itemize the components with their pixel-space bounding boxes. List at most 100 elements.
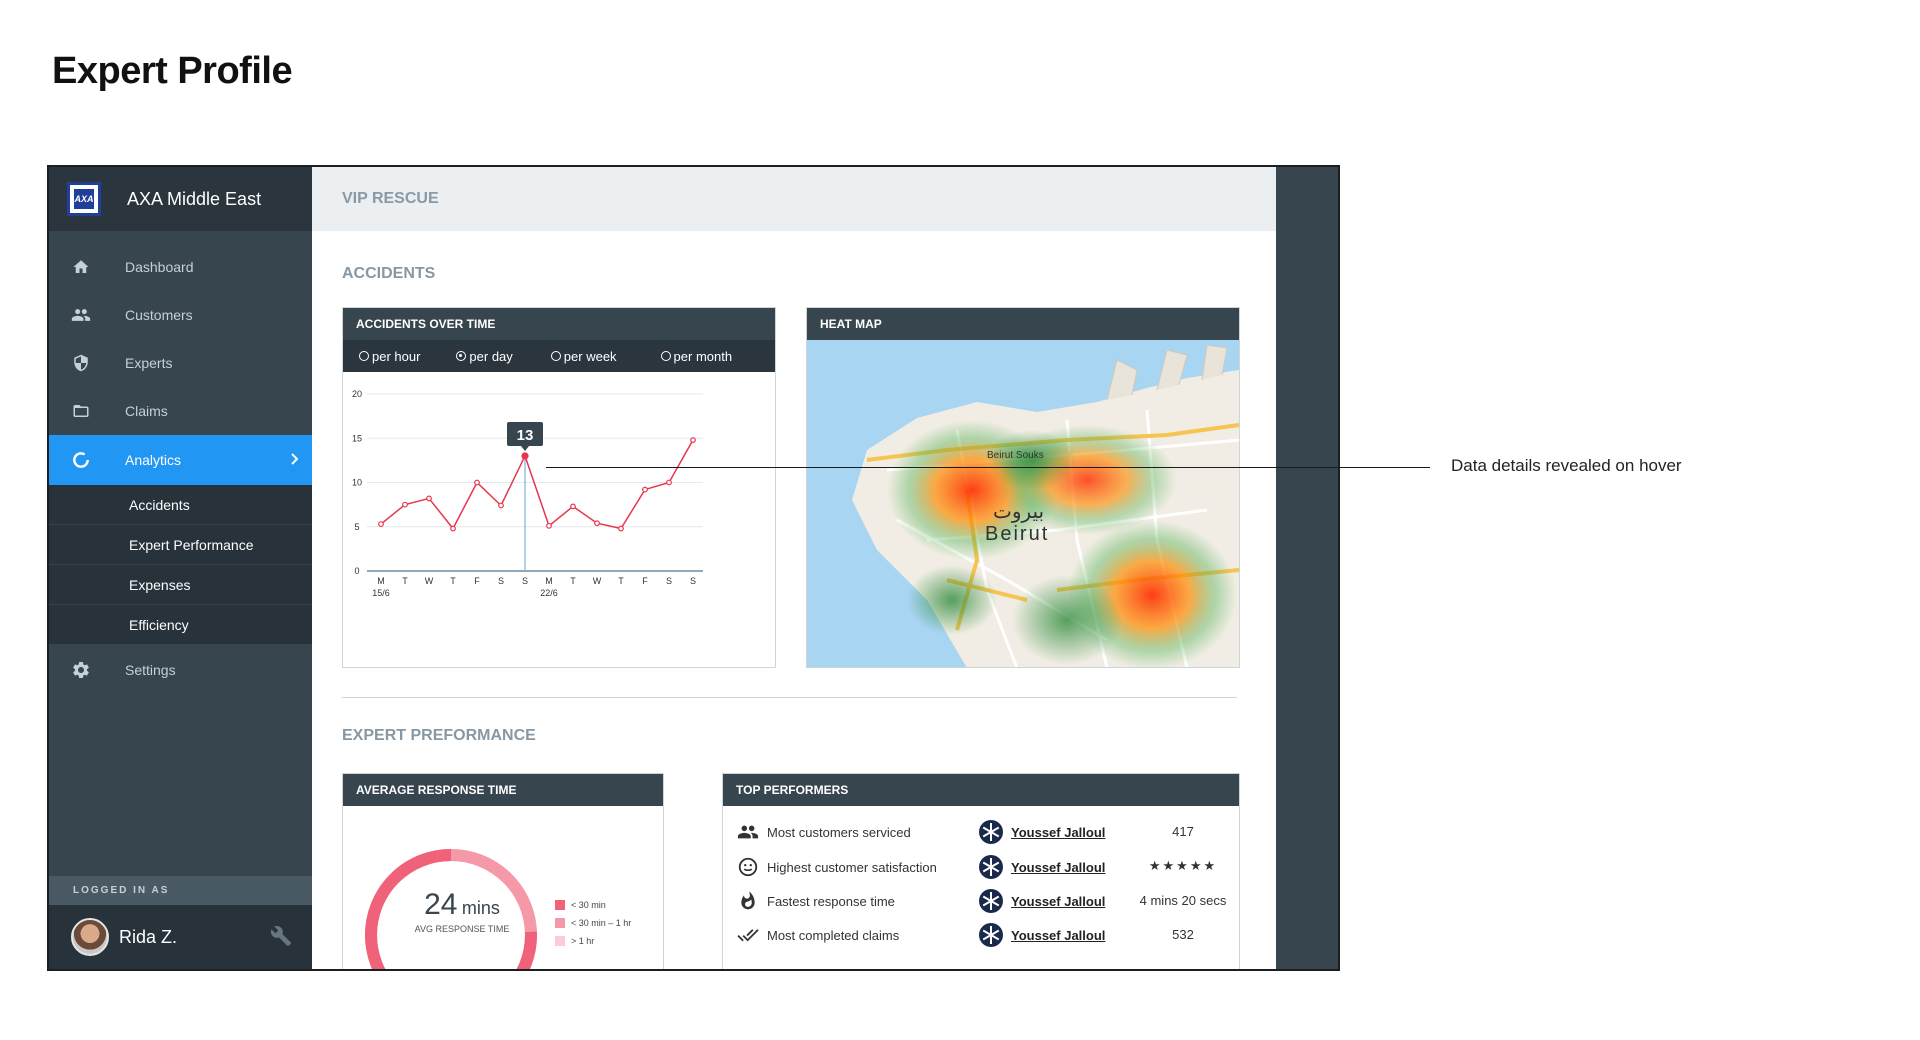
performer-link[interactable]: Youssef Jalloul [979,923,1105,947]
right-panel-edge [1276,167,1338,969]
sidebar-item-claims[interactable]: Claims [49,387,312,435]
sidebar-item-label: Experts [125,355,173,371]
tooltip-value: 13 [517,427,534,444]
legend-swatch [555,900,565,910]
metric-label: Fastest response time [767,893,895,909]
expert-badge-icon [979,889,1003,913]
legend-item: < 30 min – 1 hr [555,914,631,932]
performer-row: Most completed claims [737,923,899,947]
card-title: TOP PERFORMERS [723,774,1239,806]
y-tick-label: 20 [352,389,362,399]
radio-per-hour[interactable]: per hour [359,349,420,364]
metric-label: Most completed claims [767,927,900,943]
sidebar-item-label: Settings [125,662,176,678]
performer-link[interactable]: Youssef Jalloul [979,820,1105,844]
x-tick-label: T [618,576,624,586]
radio-per-day[interactable]: per day [456,349,513,364]
avg-response-readout: 24 mins AVG RESPONSE TIME [397,888,527,934]
data-point [378,521,384,527]
data-point [690,437,696,443]
wrench-icon[interactable] [270,925,292,952]
time-granularity-selector: per hour per day per week per month [343,340,775,372]
x-tick-label: T [570,576,576,586]
avg-response-value: 24 [424,888,458,921]
data-point [642,486,648,493]
tooltip-pointer [521,445,529,451]
performer-value: 417 [1172,824,1194,839]
section-divider [342,697,1237,698]
heat-map-card: HEAT MAP [806,307,1240,668]
shield-icon [71,353,91,373]
performer-row: Most customers serviced [737,820,911,844]
analytics-submenu: Accidents Expert Performance Expenses Ef… [49,485,312,644]
page-header: VIP RESCUE [312,167,1276,231]
sidebar-item-dashboard[interactable]: Dashboard [49,243,312,291]
avg-response-caption: AVG RESPONSE TIME [414,924,510,934]
sidebar-item-settings[interactable]: Settings [49,646,312,694]
page-title: Expert Profile [52,50,293,92]
performer-row: Fastest response time [737,889,895,913]
x-tick-label: W [593,576,602,586]
map-label-city: Beirut [985,523,1049,545]
x-tick-label: S [666,576,672,586]
performer-link[interactable]: Youssef Jalloul [979,889,1105,913]
expert-badge-icon [979,820,1003,844]
data-point [618,525,624,532]
main-content: VIP RESCUE ACCIDENTS ACCIDENTS OVER TIME… [312,167,1276,969]
performer-value: 4 mins 20 secs [1139,893,1227,908]
sidebar-item-experts[interactable]: Experts [49,339,312,387]
x-tick-label: S [498,576,504,586]
y-tick-label: 0 [354,566,359,576]
map-label-city-arabic: بيروت [993,501,1044,523]
x-tick-label: W [425,576,434,586]
sidebar-item-label: Claims [125,403,168,419]
x-tick-label: S [690,576,696,586]
data-point [402,501,408,508]
people-icon [71,305,91,325]
tooltip-box [507,421,543,446]
expert-badge-icon [979,855,1003,879]
double-check-icon [737,924,759,946]
radio-per-month[interactable]: per month [660,349,732,364]
accidents-over-time-card: ACCIDENTS OVER TIME per hour per day per… [342,307,776,668]
star-rating: ★★★★★ [1148,858,1218,873]
performer-row: Highest customer satisfaction [737,855,937,879]
data-point [666,479,672,486]
y-tick-label: 15 [352,433,362,443]
submenu-item-efficiency[interactable]: Efficiency [129,616,189,633]
average-response-time-card: AVERAGE RESPONSE TIME 24 mins AVG RESPON… [342,773,664,969]
sidebar-item-analytics[interactable]: Analytics [49,435,312,485]
submenu-item-expenses[interactable]: Expenses [49,565,312,605]
legend-item: > 1 hr [555,932,631,950]
home-icon [71,257,91,277]
heat-map[interactable]: Beirut Souks Beirut بيروت [807,340,1239,668]
accidents-line-chart[interactable]: 0 5 10 15 20 M 15/6 T W T F S S M 22/6 T W T F S S 13 [343,372,775,667]
radio-per-week[interactable]: per week [550,349,617,364]
submenu-item-expert-performance[interactable]: Expert Performance [49,525,312,565]
top-performers-card: TOP PERFORMERS Most customers serviced Y… [722,773,1240,969]
x-tick-label: T [450,576,456,586]
chevron-right-icon [288,448,302,473]
smiley-icon [737,856,759,878]
axa-logo: AXA [67,182,101,216]
legend-swatch [555,918,565,928]
data-point [450,525,456,532]
avatar [71,918,109,956]
submenu-item-accidents[interactable]: Accidents [49,485,312,525]
user-profile[interactable]: Rida Z. [49,905,312,969]
brand-name: AXA Middle East [127,188,262,209]
flame-icon [737,890,759,912]
sidebar: AXA AXA Middle East Dashboard Customers [49,167,312,969]
x-tick-label: F [642,576,648,586]
data-point [426,495,432,502]
expert-badge-icon [979,923,1003,947]
sidebar-item-label: Dashboard [125,259,194,275]
performer-link[interactable]: Youssef Jalloul [979,855,1105,879]
sidebar-item-label: Customers [125,307,193,323]
sidebar-item-customers[interactable]: Customers [49,291,312,339]
data-point [570,503,576,510]
people-icon [737,821,759,843]
response-time-donut[interactable] [343,806,663,969]
metric-label: Highest customer satisfaction [767,859,937,875]
card-title: HEAT MAP [807,308,1239,340]
